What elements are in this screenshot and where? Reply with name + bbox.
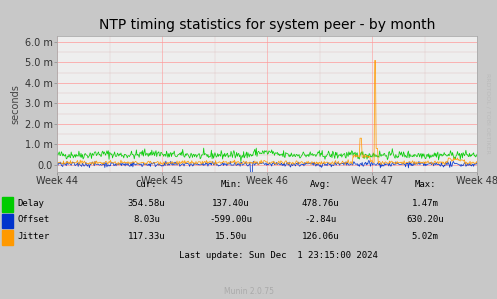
Text: Min:: Min: (220, 180, 242, 189)
Text: Offset: Offset (17, 215, 50, 224)
Text: Cur:: Cur: (136, 180, 158, 189)
Text: 126.06u: 126.06u (302, 232, 339, 241)
Text: -599.00u: -599.00u (210, 215, 252, 224)
Text: 478.76u: 478.76u (302, 199, 339, 208)
Text: Last update: Sun Dec  1 23:15:00 2024: Last update: Sun Dec 1 23:15:00 2024 (179, 251, 378, 260)
Text: 5.02m: 5.02m (412, 232, 438, 241)
Text: Jitter: Jitter (17, 232, 50, 241)
Title: NTP timing statistics for system peer - by month: NTP timing statistics for system peer - … (99, 18, 435, 32)
Text: 354.58u: 354.58u (128, 199, 166, 208)
Text: RRDTOOL / TOBI OETIKER: RRDTOOL / TOBI OETIKER (486, 73, 491, 154)
Text: Max:: Max: (414, 180, 436, 189)
Text: Avg:: Avg: (310, 180, 331, 189)
Text: 1.47m: 1.47m (412, 199, 438, 208)
Text: 630.20u: 630.20u (406, 215, 444, 224)
Text: Delay: Delay (17, 199, 44, 208)
Text: 137.40u: 137.40u (212, 199, 250, 208)
Y-axis label: seconds: seconds (11, 84, 21, 124)
Text: 15.50u: 15.50u (215, 232, 247, 241)
Text: 117.33u: 117.33u (128, 232, 166, 241)
Text: -2.84u: -2.84u (305, 215, 336, 224)
Text: Munin 2.0.75: Munin 2.0.75 (224, 287, 273, 296)
Text: 8.03u: 8.03u (133, 215, 160, 224)
